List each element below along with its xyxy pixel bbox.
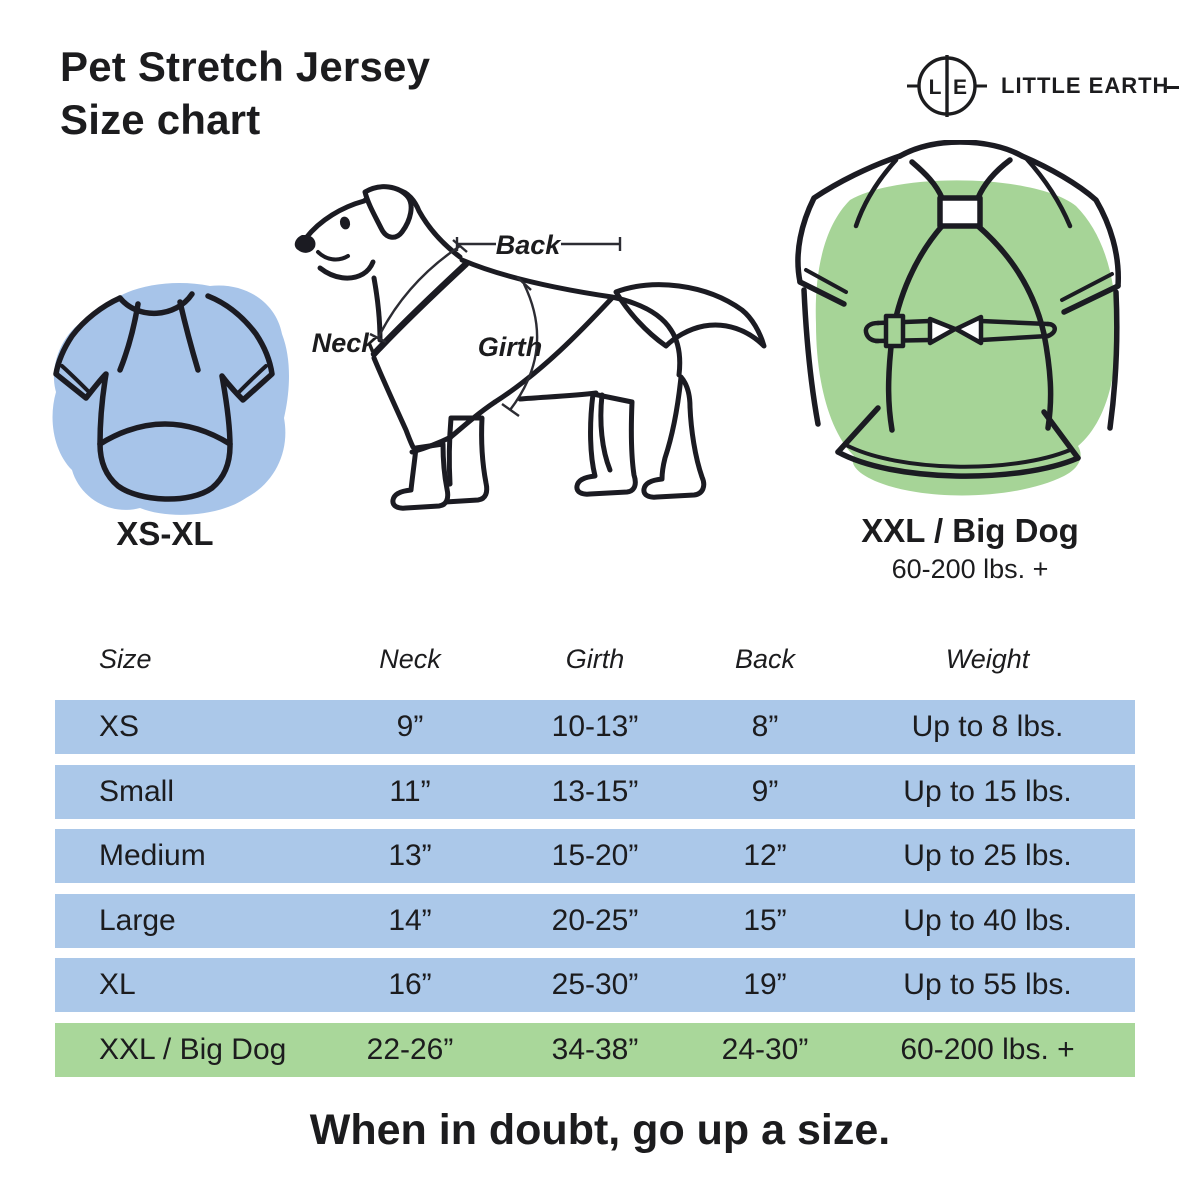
table-row: XS 9” 10-13” 8” Up to 8 lbs. (55, 700, 1135, 754)
header-weight: Weight (945, 643, 1030, 674)
cell-weight: Up to 15 lbs. (903, 774, 1072, 808)
cell-back: 15” (743, 903, 787, 937)
dog-hind-thigh-line (598, 392, 613, 473)
cell-girth: 13-15” (551, 774, 639, 808)
big-jersey-weight-label: 60-200 lbs. + (891, 554, 1049, 584)
monogram-letter-e: E (953, 76, 967, 99)
dog-near-front-leg (390, 441, 451, 511)
header-back: Back (734, 643, 796, 674)
cell-girth: 34-38” (551, 1032, 639, 1066)
table-row: Small 11” 13-15” 9” Up to 15 lbs. (55, 764, 1135, 819)
dog-far-hind-leg (574, 391, 638, 497)
dog-back-outline (459, 257, 683, 378)
small-jersey-size-label: XS-XL (116, 515, 214, 552)
dog-shirt-collar (370, 260, 470, 358)
cell-weight: Up to 8 lbs. (911, 710, 1064, 743)
dog-eye (339, 216, 351, 230)
cell-weight: Up to 40 lbs. (903, 903, 1072, 937)
cell-weight: Up to 55 lbs. (903, 968, 1072, 1001)
big-jersey-illustration (795, 140, 1121, 496)
cell-neck: 16” (388, 968, 432, 1001)
page-title-line2: Size chart (60, 96, 261, 143)
table-row: Medium 13” 15-20” 12” Up to 25 lbs. (55, 829, 1135, 883)
cell-girth: 15-20” (551, 839, 639, 872)
size-table-body: XS 9” 10-13” 8” Up to 8 lbs. Small 11” 1… (55, 700, 1135, 1077)
brand-logo: L E LITTLE EARTH (903, 42, 1179, 130)
cell-girth: 20-25” (551, 903, 639, 937)
dog-shirt-back-edge (492, 295, 615, 405)
dog-jaw (317, 259, 376, 281)
girth-measurement-label: Girth (478, 332, 543, 362)
dog-shirt-hem (449, 399, 498, 439)
jersey-belt (863, 313, 1057, 349)
dog-ear (362, 184, 414, 240)
dog-near-hind-leg (641, 374, 707, 500)
footer-note: When in doubt, go up a size. (309, 1106, 891, 1154)
header-size: Size (99, 643, 152, 674)
cell-back: 9” (751, 774, 779, 808)
cell-size: XS (99, 710, 140, 743)
jersey-outline (795, 140, 1121, 479)
big-jersey-size-label: XXL / Big Dog (861, 512, 1079, 549)
cell-neck: 13” (388, 839, 432, 872)
size-table-header: Size Neck Girth Back Weight (55, 636, 1135, 682)
small-jersey-illustration (52, 283, 290, 515)
dog-belly-line (517, 390, 599, 402)
cell-back: 24-30” (721, 1032, 809, 1066)
table-row: XL 16” 25-30” 19” Up to 55 lbs. (55, 958, 1135, 1012)
cell-neck: 14” (388, 903, 432, 937)
page-title: Pet Stretch Jersey Size chart (60, 40, 430, 146)
little-earth-monogram-icon: L E (907, 55, 987, 117)
cell-neck: 11” (389, 774, 431, 808)
cell-back: 8” (751, 710, 779, 743)
jersey-outline (53, 291, 275, 502)
dog-measurement-diagram: Back Neck Girth (294, 184, 767, 511)
cell-size: Large (99, 903, 176, 937)
neck-measurement-label: Neck (312, 328, 379, 358)
table-row: XXL / Big Dog 22-26” 34-38” 24-30” 60-20… (55, 1022, 1135, 1077)
back-measurement-label: Back (496, 230, 563, 260)
cell-weight: 60-200 lbs. + (900, 1032, 1075, 1066)
cell-neck: 22-26” (366, 1032, 454, 1066)
cell-weight: Up to 25 lbs. (903, 839, 1072, 872)
cell-neck: 9” (396, 710, 424, 743)
measurement-guides (369, 237, 622, 417)
page-title-line1: Pet Stretch Jersey (60, 43, 431, 90)
dog-tail (613, 282, 767, 349)
header-neck: Neck (379, 643, 441, 674)
cell-size: Medium (99, 839, 206, 872)
dog-nose (294, 235, 316, 253)
cell-girth: 25-30” (551, 968, 639, 1001)
cell-size: Small (99, 774, 175, 808)
cell-back: 12” (743, 839, 787, 872)
dog-shirt-cuff (409, 434, 454, 455)
brand-name: LITTLE EARTH (1001, 73, 1179, 99)
dog-mouth (316, 250, 350, 262)
dog-shirt-chest-edge (371, 355, 416, 450)
cell-size: XXL / Big Dog (99, 1032, 287, 1066)
monogram-letter-l: L (929, 76, 942, 99)
table-row: Large 14” 20-25” 15” Up to 40 lbs. (55, 893, 1135, 948)
cell-size: XL (99, 968, 136, 1001)
cell-back: 19” (743, 968, 787, 1001)
header-girth: Girth (565, 643, 625, 674)
cell-girth: 10-13” (551, 710, 639, 743)
